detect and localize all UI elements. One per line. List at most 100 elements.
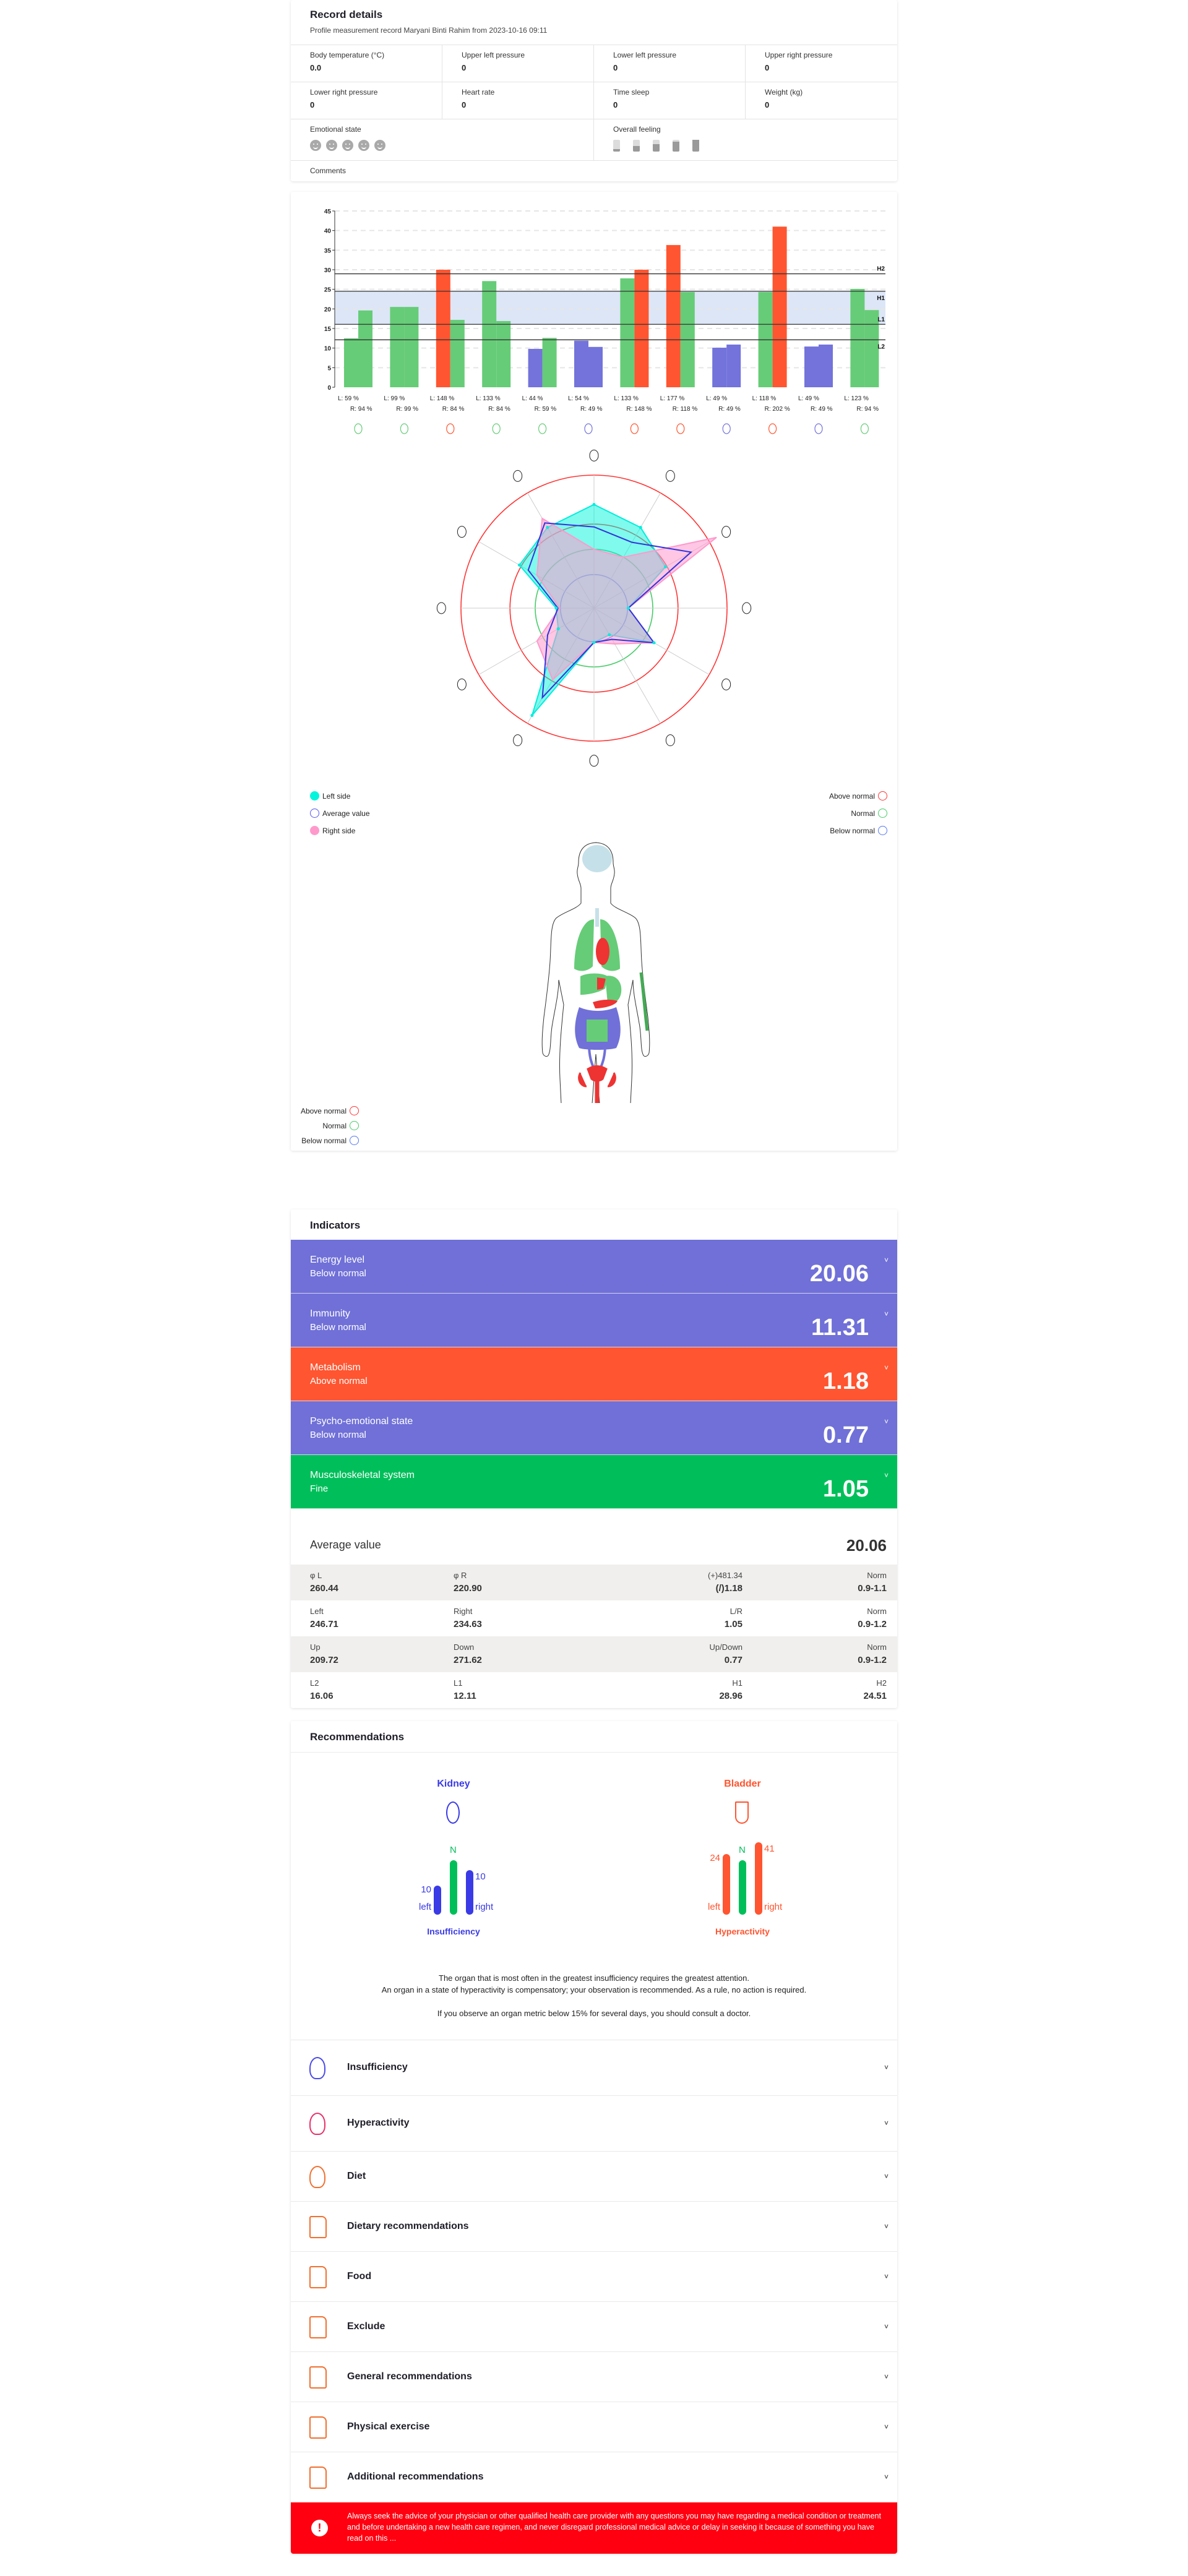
- accordion-exclude[interactable]: Exclude ˅: [291, 2301, 897, 2352]
- chevron-down-icon[interactable]: ˅: [884, 2372, 889, 2381]
- reference-label: H1: [877, 295, 885, 302]
- accordion-hyperactivity[interactable]: Hyperactivity ˅: [291, 2095, 897, 2152]
- chevron-down-icon[interactable]: ˅: [884, 1363, 889, 1372]
- below-swatch: [350, 1136, 359, 1145]
- indicator-row[interactable]: Metabolism Above normal 1.18 ˅: [291, 1347, 897, 1401]
- accordion-insufficiency[interactable]: Insufficiency ˅: [291, 2040, 897, 2096]
- right-pct-label: R: 94 %: [856, 406, 879, 413]
- right-pct-label: R: 49 %: [580, 406, 603, 413]
- comments: Comments: [291, 160, 897, 181]
- field-label: Lower left pressure: [613, 51, 677, 59]
- stats-value: 24.51: [863, 1691, 887, 1701]
- zone-below: Below normal: [830, 826, 887, 835]
- chevron-down-icon[interactable]: ˅: [884, 2272, 889, 2281]
- chevron-down-icon[interactable]: ˅: [884, 2473, 889, 2481]
- indicator-row[interactable]: Immunity Below normal 11.31 ˅: [291, 1294, 897, 1347]
- large-intestine-icon: [436, 602, 446, 614]
- left-pct-label: L: 148 %: [430, 395, 455, 402]
- accordion-diet[interactable]: Diet ˅: [291, 2151, 897, 2202]
- note: If you observe an organ metric below 15%…: [437, 2009, 751, 2018]
- spoon-fork-icon: [309, 2165, 325, 2188]
- battery-level-icon[interactable]: [673, 140, 679, 152]
- kidney-icon: [446, 1801, 460, 1824]
- chevron-down-icon[interactable]: ˅: [884, 1256, 889, 1264]
- stats-cell: Norm 0.9-1.2: [858, 1642, 887, 1665]
- legend-left-side: Left side: [310, 791, 350, 801]
- average-value: 20.06: [846, 1536, 887, 1555]
- battery-level-icon[interactable]: [692, 140, 699, 152]
- left-point: [639, 526, 642, 530]
- smile-face-icon[interactable]: [358, 140, 369, 151]
- right-pct-label: R: 118 %: [673, 406, 697, 413]
- chevron-down-icon[interactable]: ˅: [884, 1417, 889, 1426]
- left-bar-heart-vessels: [436, 270, 450, 387]
- battery-level-icon[interactable]: [633, 140, 640, 152]
- chevron-down-icon[interactable]: ˅: [884, 1471, 889, 1480]
- emotional-state: Emotional state: [291, 119, 594, 160]
- brain: [582, 845, 612, 872]
- record-field: Lower left pressure 0: [594, 45, 746, 82]
- stats-label: φ R: [454, 1571, 467, 1580]
- accordion-food[interactable]: Food ˅: [291, 2251, 897, 2302]
- accordion-label: Food: [347, 2270, 372, 2282]
- indicator-row[interactable]: Musculoskeletal system Fine 1.05 ˅: [291, 1455, 897, 1509]
- indicator-row[interactable]: Psycho-emotional state Below normal 0.77 ˅: [291, 1401, 897, 1455]
- accordion-label: General recommendations: [347, 2371, 472, 2382]
- left-point: [546, 526, 549, 530]
- heart-vessels-icon: [446, 423, 455, 434]
- stomach: [605, 976, 622, 1004]
- liver-icon: [513, 734, 523, 747]
- stats-value: 0.9-1.1: [858, 1583, 887, 1594]
- right-bar-lungs: [358, 310, 372, 387]
- chevron-down-icon[interactable]: ˅: [884, 2422, 889, 2431]
- very-sad-face-icon[interactable]: [310, 140, 321, 151]
- record-field: Upper right pressure 0: [746, 45, 897, 82]
- stats-row: Up 209.72 Down 271.62 Up/Down 0.77 Norm 0.9-1.2: [291, 1636, 897, 1672]
- accordion-general-recommendations[interactable]: General recommendations ˅: [291, 2351, 897, 2402]
- lungs-icon: [457, 678, 467, 690]
- sad-face-icon[interactable]: [326, 140, 337, 151]
- stats-cell: Norm 0.9-1.1: [858, 1571, 887, 1594]
- field-value: 0: [765, 100, 770, 109]
- stomach-icon: [457, 526, 467, 538]
- stats-label: H1: [732, 1678, 742, 1688]
- left-point: [664, 565, 668, 569]
- indicator-name: Musculoskeletal system: [310, 1470, 415, 1480]
- accordion-label: Insufficiency: [347, 2062, 408, 2072]
- indicator-value: 0.77: [823, 1422, 869, 1448]
- chevron-down-icon[interactable]: ˅: [884, 2063, 889, 2072]
- battery-level-icon[interactable]: [653, 140, 660, 152]
- chevron-down-icon[interactable]: ˅: [884, 2171, 889, 2181]
- y-tick-label: 30: [324, 267, 332, 274]
- stats-row: Left 246.71 Right 234.63 L/R 1.05 Norm 0.9-1.2: [291, 1600, 897, 1636]
- left-point: [652, 641, 656, 645]
- field-value: 0: [462, 63, 467, 72]
- body-silhouette: [541, 842, 650, 1103]
- battery-level-icon[interactable]: [613, 140, 620, 152]
- indicator-row[interactable]: Energy level Below normal 20.06 ˅: [291, 1240, 897, 1294]
- accordion-dietary-recommendations[interactable]: Dietary recommendations ˅: [291, 2201, 897, 2252]
- accordion-label: Diet: [347, 2170, 366, 2181]
- chevron-down-icon[interactable]: ˅: [884, 2222, 889, 2231]
- chevron-down-icon[interactable]: ˅: [884, 1310, 889, 1318]
- right-pct-label: R: 148 %: [626, 406, 652, 413]
- accordion-physical-exercise[interactable]: Physical exercise ˅: [291, 2402, 897, 2452]
- body-legend-below: Below normal: [301, 1136, 359, 1145]
- left-pct-label: L: 49 %: [706, 395, 727, 402]
- indicators-title: Indicators: [310, 1219, 361, 1231]
- zone-normal: Normal: [851, 809, 887, 818]
- left-point: [592, 503, 596, 507]
- happy-face-icon[interactable]: [374, 140, 385, 151]
- zone-label: Below normal: [830, 826, 875, 835]
- indicator-status: Fine: [310, 1483, 329, 1494]
- left-bar: [723, 1854, 730, 1915]
- chevron-down-icon[interactable]: ˅: [884, 2322, 889, 2331]
- chevron-down-icon[interactable]: ˅: [884, 2119, 889, 2127]
- normal-band: [335, 291, 885, 325]
- uterus-bladder: [578, 1065, 616, 1103]
- legend-label: Right side: [322, 826, 356, 835]
- accordion-additional-recommendations[interactable]: Additional recommendations ˅: [291, 2452, 897, 2503]
- neutral-face-icon[interactable]: [342, 140, 353, 151]
- stats-label: L/R: [730, 1607, 742, 1616]
- y-tick-label: 5: [327, 365, 331, 372]
